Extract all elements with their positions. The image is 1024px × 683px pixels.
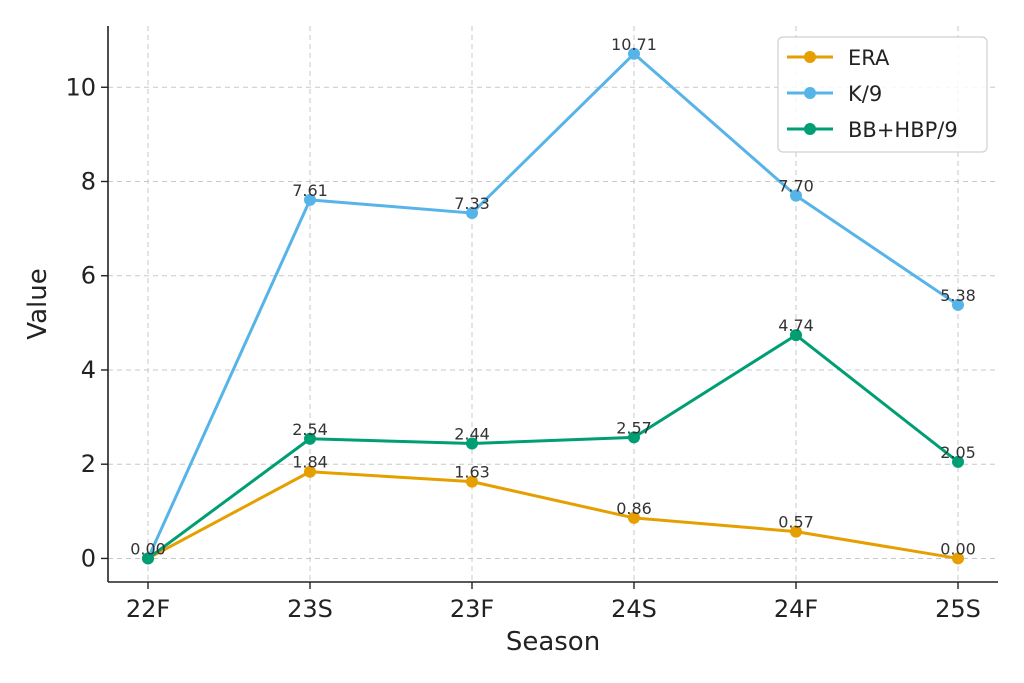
x-tick-label: 23S xyxy=(287,595,333,623)
data-label-era: 0.00 xyxy=(940,539,976,558)
data-point-era xyxy=(952,552,964,565)
series-line-bb-hbp-9 xyxy=(147,333,959,560)
legend: ERA K/9 BB+HBP/9 xyxy=(777,36,988,153)
data-label-k-9: 5.38 xyxy=(940,286,976,305)
data-point-era xyxy=(466,475,478,488)
data-point-bb-hbp-9 xyxy=(142,552,154,565)
y-tick-label: 10 xyxy=(65,73,96,101)
y-tick-label: 4 xyxy=(81,356,96,384)
legend-marker-bb-hbp-9 xyxy=(804,123,816,135)
legend-label-k-9: K/9 xyxy=(848,82,882,106)
data-label-bb-hbp-9: 4.74 xyxy=(778,316,814,335)
data-point-k-9 xyxy=(304,193,316,206)
data-label-era: 1.63 xyxy=(454,463,490,482)
data-point-k-9 xyxy=(466,207,478,220)
data-label-bb-hbp-9: 2.05 xyxy=(940,443,976,462)
data-point-bb-hbp-9 xyxy=(466,437,478,450)
data-label-k-9: 10.71 xyxy=(611,35,657,54)
x-tick-label: 23F xyxy=(450,595,494,623)
data-point-bb-hbp-9 xyxy=(628,431,640,444)
data-label-k-9: 7.61 xyxy=(292,181,328,200)
y-axis-title: Value xyxy=(23,268,53,339)
data-point-k-9 xyxy=(628,47,640,60)
data-point-bb-hbp-9 xyxy=(790,329,802,342)
data-point-era xyxy=(628,511,640,524)
series-layer xyxy=(142,47,964,565)
y-tick-label: 2 xyxy=(81,450,96,478)
axes: 22F 23S 23F 24S 24F 25S 0 2 4 6 8 10 xyxy=(65,26,998,623)
x-tick-label: 24S xyxy=(611,595,657,623)
data-label-era: 0.86 xyxy=(616,499,652,518)
legend-marker-era xyxy=(804,51,816,63)
data-point-bb-hbp-9 xyxy=(304,432,316,445)
data-label-bb-hbp-9: 2.54 xyxy=(292,420,328,439)
data-label-k-9: 7.33 xyxy=(454,194,490,213)
y-tick-label: 8 xyxy=(81,167,96,195)
legend-marker-k-9 xyxy=(804,87,816,99)
series-line-era xyxy=(147,470,959,560)
x-tick-label: 22F xyxy=(126,595,170,623)
legend-box xyxy=(777,36,988,153)
x-axis-title: Season xyxy=(506,627,600,657)
y-tick-label: 0 xyxy=(81,544,96,572)
legend-label-era: ERA xyxy=(848,46,890,70)
y-tick-label: 6 xyxy=(81,262,96,290)
legend-label-bb-hbp-9: BB+HBP/9 xyxy=(848,118,958,142)
data-label-era: 0.00 xyxy=(130,539,166,558)
data-point-era xyxy=(790,525,802,538)
data-point-k-9 xyxy=(790,189,802,202)
data-point-k-9 xyxy=(952,298,964,311)
data-label-era: 0.57 xyxy=(778,513,814,532)
data-label-k-9: 7.70 xyxy=(778,177,814,196)
data-label-bb-hbp-9: 2.57 xyxy=(616,418,652,437)
data-point-bb-hbp-9 xyxy=(952,455,964,468)
series-line-k-9 xyxy=(146,52,959,560)
data-label-bb-hbp-9: 2.44 xyxy=(454,424,490,443)
data-label-era: 1.84 xyxy=(292,453,328,472)
x-tick-label: 25S xyxy=(935,595,981,623)
data-labels: 0.00 1.84 1.63 0.86 0.57 0.00 7.61 7.33 10.71 7.7… xyxy=(130,35,976,559)
data-point-era xyxy=(304,465,316,478)
x-tick-label: 24F xyxy=(774,595,818,623)
